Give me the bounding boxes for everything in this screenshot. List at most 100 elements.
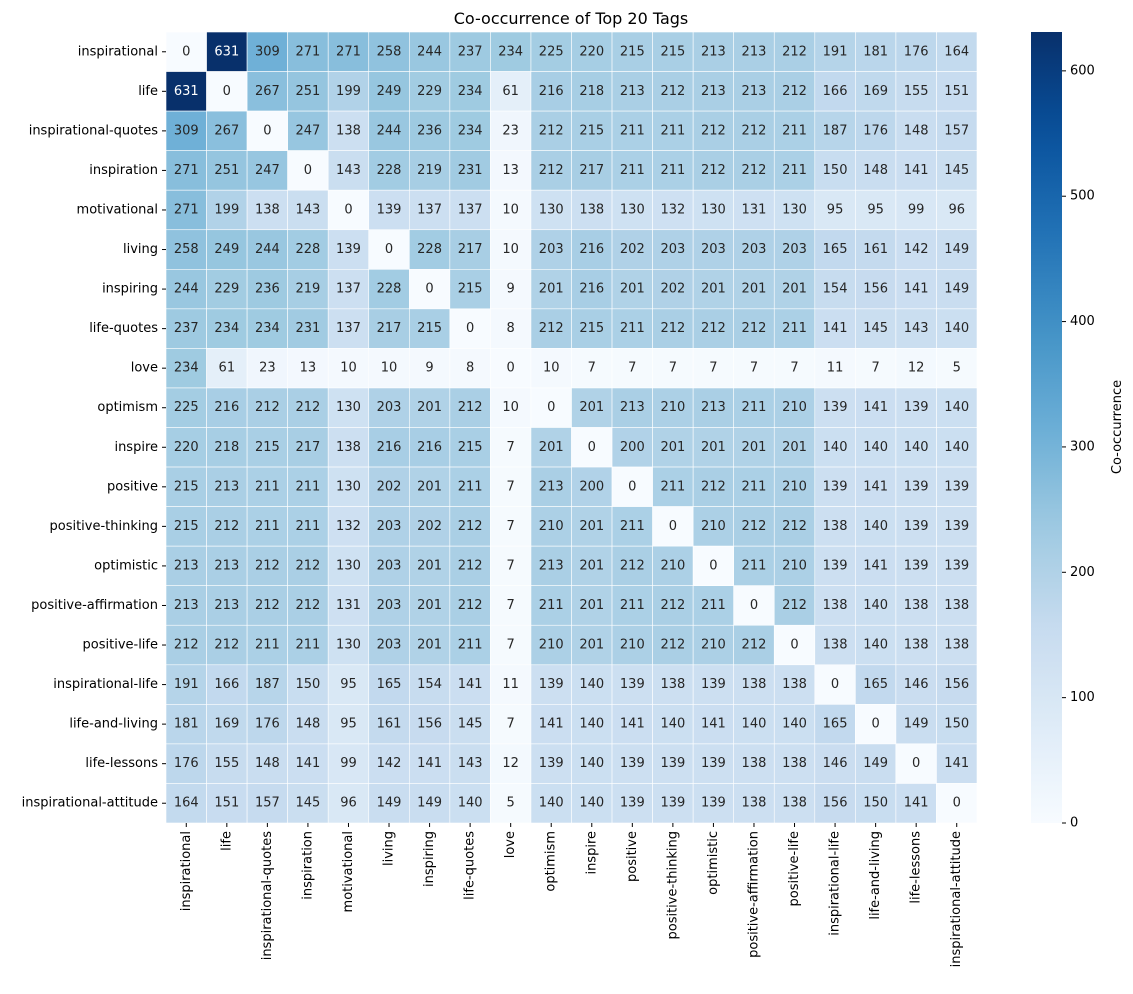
heatmap-cell-value: 212 [296, 558, 321, 573]
heatmap-cell-value: 228 [377, 282, 402, 297]
y-axis-tick-label: inspire [114, 440, 158, 455]
heatmap-cell [206, 110, 248, 151]
heatmap-cell-value: 631 [214, 44, 239, 59]
heatmap-cell [571, 506, 613, 547]
heatmap-cell [936, 743, 978, 784]
heatmap-cell-value: 203 [377, 598, 402, 613]
heatmap-cell [814, 189, 856, 231]
heatmap-cell [895, 110, 937, 151]
heatmap-cell-value: 215 [458, 440, 483, 455]
heatmap-cell-value: 201 [417, 479, 442, 494]
heatmap-cell [206, 783, 248, 824]
heatmap-cell [895, 189, 937, 231]
heatmap-cell-value: 212 [701, 321, 726, 336]
heatmap-cell-value: 212 [742, 638, 767, 653]
heatmap-cell-value: 212 [782, 598, 807, 613]
heatmap-cell-value: 7 [709, 361, 717, 376]
heatmap-cell-value: 139 [823, 558, 848, 573]
heatmap-cell-value: 213 [539, 479, 564, 494]
heatmap-cell-value: 211 [620, 321, 645, 336]
heatmap-cell-value: 138 [742, 677, 767, 692]
heatmap-cell-value: 201 [417, 598, 442, 613]
heatmap-cell [611, 189, 653, 231]
heatmap-cell-value: 181 [174, 717, 199, 732]
heatmap-cell [246, 743, 288, 784]
heatmap-cell-value: 156 [823, 796, 848, 811]
heatmap-cell-value: 139 [944, 479, 969, 494]
heatmap-cell-value: 201 [782, 282, 807, 297]
heatmap-cell [773, 664, 816, 705]
heatmap-cell [490, 268, 532, 310]
heatmap-cell [773, 189, 816, 231]
heatmap-cell [449, 743, 491, 784]
heatmap-cell-value: 212 [660, 321, 685, 336]
heatmap-cell [855, 229, 897, 270]
heatmap-cell-value: 247 [296, 123, 321, 138]
heatmap-cell-value: 258 [377, 44, 402, 59]
heatmap-cell-value: 150 [863, 796, 888, 811]
x-axis-tick-label: positive-thinking [665, 831, 680, 940]
x-axis-tick-label: motivational [341, 831, 356, 912]
heatmap-cell [490, 387, 532, 428]
heatmap-cell-value: 8 [466, 361, 474, 376]
heatmap-cell [449, 545, 491, 587]
heatmap-cell [408, 387, 451, 428]
heatmap-cell [733, 189, 775, 231]
heatmap-cell-value: 141 [296, 756, 321, 771]
heatmap-cell-value: 7 [750, 361, 758, 376]
heatmap-cells: 0 631 309 271 271 258 244 237 234 225 220 215 215 213… [165, 31, 978, 824]
heatmap-cell-value: 0 [953, 796, 961, 811]
heatmap-cell [287, 189, 329, 231]
colorbar-tick-label: 200 [1070, 565, 1095, 580]
heatmap-cell-value: 211 [296, 479, 321, 494]
heatmap-cell-value: 213 [174, 558, 199, 573]
heatmap-cell-value: 139 [336, 242, 361, 257]
heatmap-cell-value: 210 [782, 558, 807, 573]
heatmap-cell-value: 212 [255, 400, 280, 415]
heatmap-cell-value: 7 [507, 479, 515, 494]
heatmap-cell-value: 0 [466, 321, 474, 336]
heatmap-cell [571, 189, 613, 231]
heatmap-cell [733, 704, 775, 745]
heatmap-cell-value: 0 [182, 44, 190, 59]
heatmap-cell [733, 348, 775, 389]
heatmap-cell [692, 783, 735, 824]
heatmap-cell [936, 624, 978, 666]
heatmap-cell-value: 12 [908, 361, 925, 376]
heatmap-cell-value: 201 [782, 440, 807, 455]
heatmap-cell-value: 216 [579, 242, 604, 257]
heatmap-cell-value: 212 [255, 598, 280, 613]
heatmap-cell [368, 624, 410, 666]
heatmap-cell-value: 140 [944, 321, 969, 336]
heatmap-cell [571, 427, 613, 468]
heatmap-cell [692, 624, 735, 666]
heatmap-cell-value: 140 [660, 717, 685, 732]
heatmap-cell-value: 212 [458, 400, 483, 415]
heatmap-cell [206, 189, 248, 231]
heatmap-cell-value: 234 [458, 123, 483, 138]
heatmap-cell-value: 141 [863, 558, 888, 573]
y-axis-tick-label: life [138, 84, 158, 99]
heatmap-cell [611, 466, 653, 507]
heatmap-cell-value: 211 [620, 598, 645, 613]
heatmap-cell-value: 213 [620, 84, 645, 99]
heatmap-cell-value: 219 [417, 163, 442, 178]
heatmap-cell-value: 130 [336, 479, 361, 494]
heatmap-cell-value: 212 [782, 84, 807, 99]
heatmap-cell-value: 203 [377, 400, 402, 415]
heatmap-cell [449, 585, 491, 626]
heatmap-cell [611, 150, 653, 191]
heatmap-cell [165, 545, 207, 587]
heatmap-cell-value: 210 [782, 479, 807, 494]
heatmap-cell-value: 211 [458, 638, 483, 653]
y-axis-tick-label: inspirational-life [53, 677, 158, 692]
heatmap-cell-value: 228 [377, 163, 402, 178]
heatmap-cell-value: 213 [742, 84, 767, 99]
heatmap-cell [246, 268, 288, 310]
heatmap-cell-value: 61 [502, 84, 519, 99]
heatmap-cell-value: 201 [417, 558, 442, 573]
heatmap-cell-value: 0 [588, 440, 596, 455]
heatmap-cell-value: 212 [174, 638, 199, 653]
heatmap-cell-value: 138 [823, 638, 848, 653]
heatmap-cell [936, 150, 978, 191]
